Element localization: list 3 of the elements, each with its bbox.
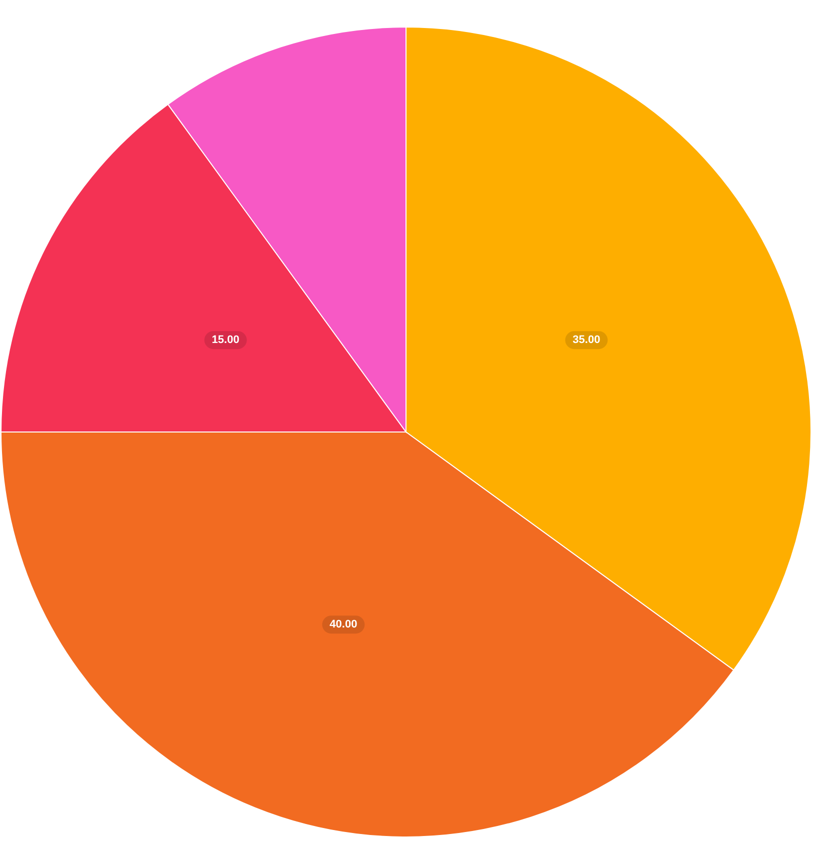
data-label: 40.00 (330, 618, 358, 631)
data-label: 15.00 (212, 334, 240, 346)
data-label: 35.00 (572, 334, 600, 346)
